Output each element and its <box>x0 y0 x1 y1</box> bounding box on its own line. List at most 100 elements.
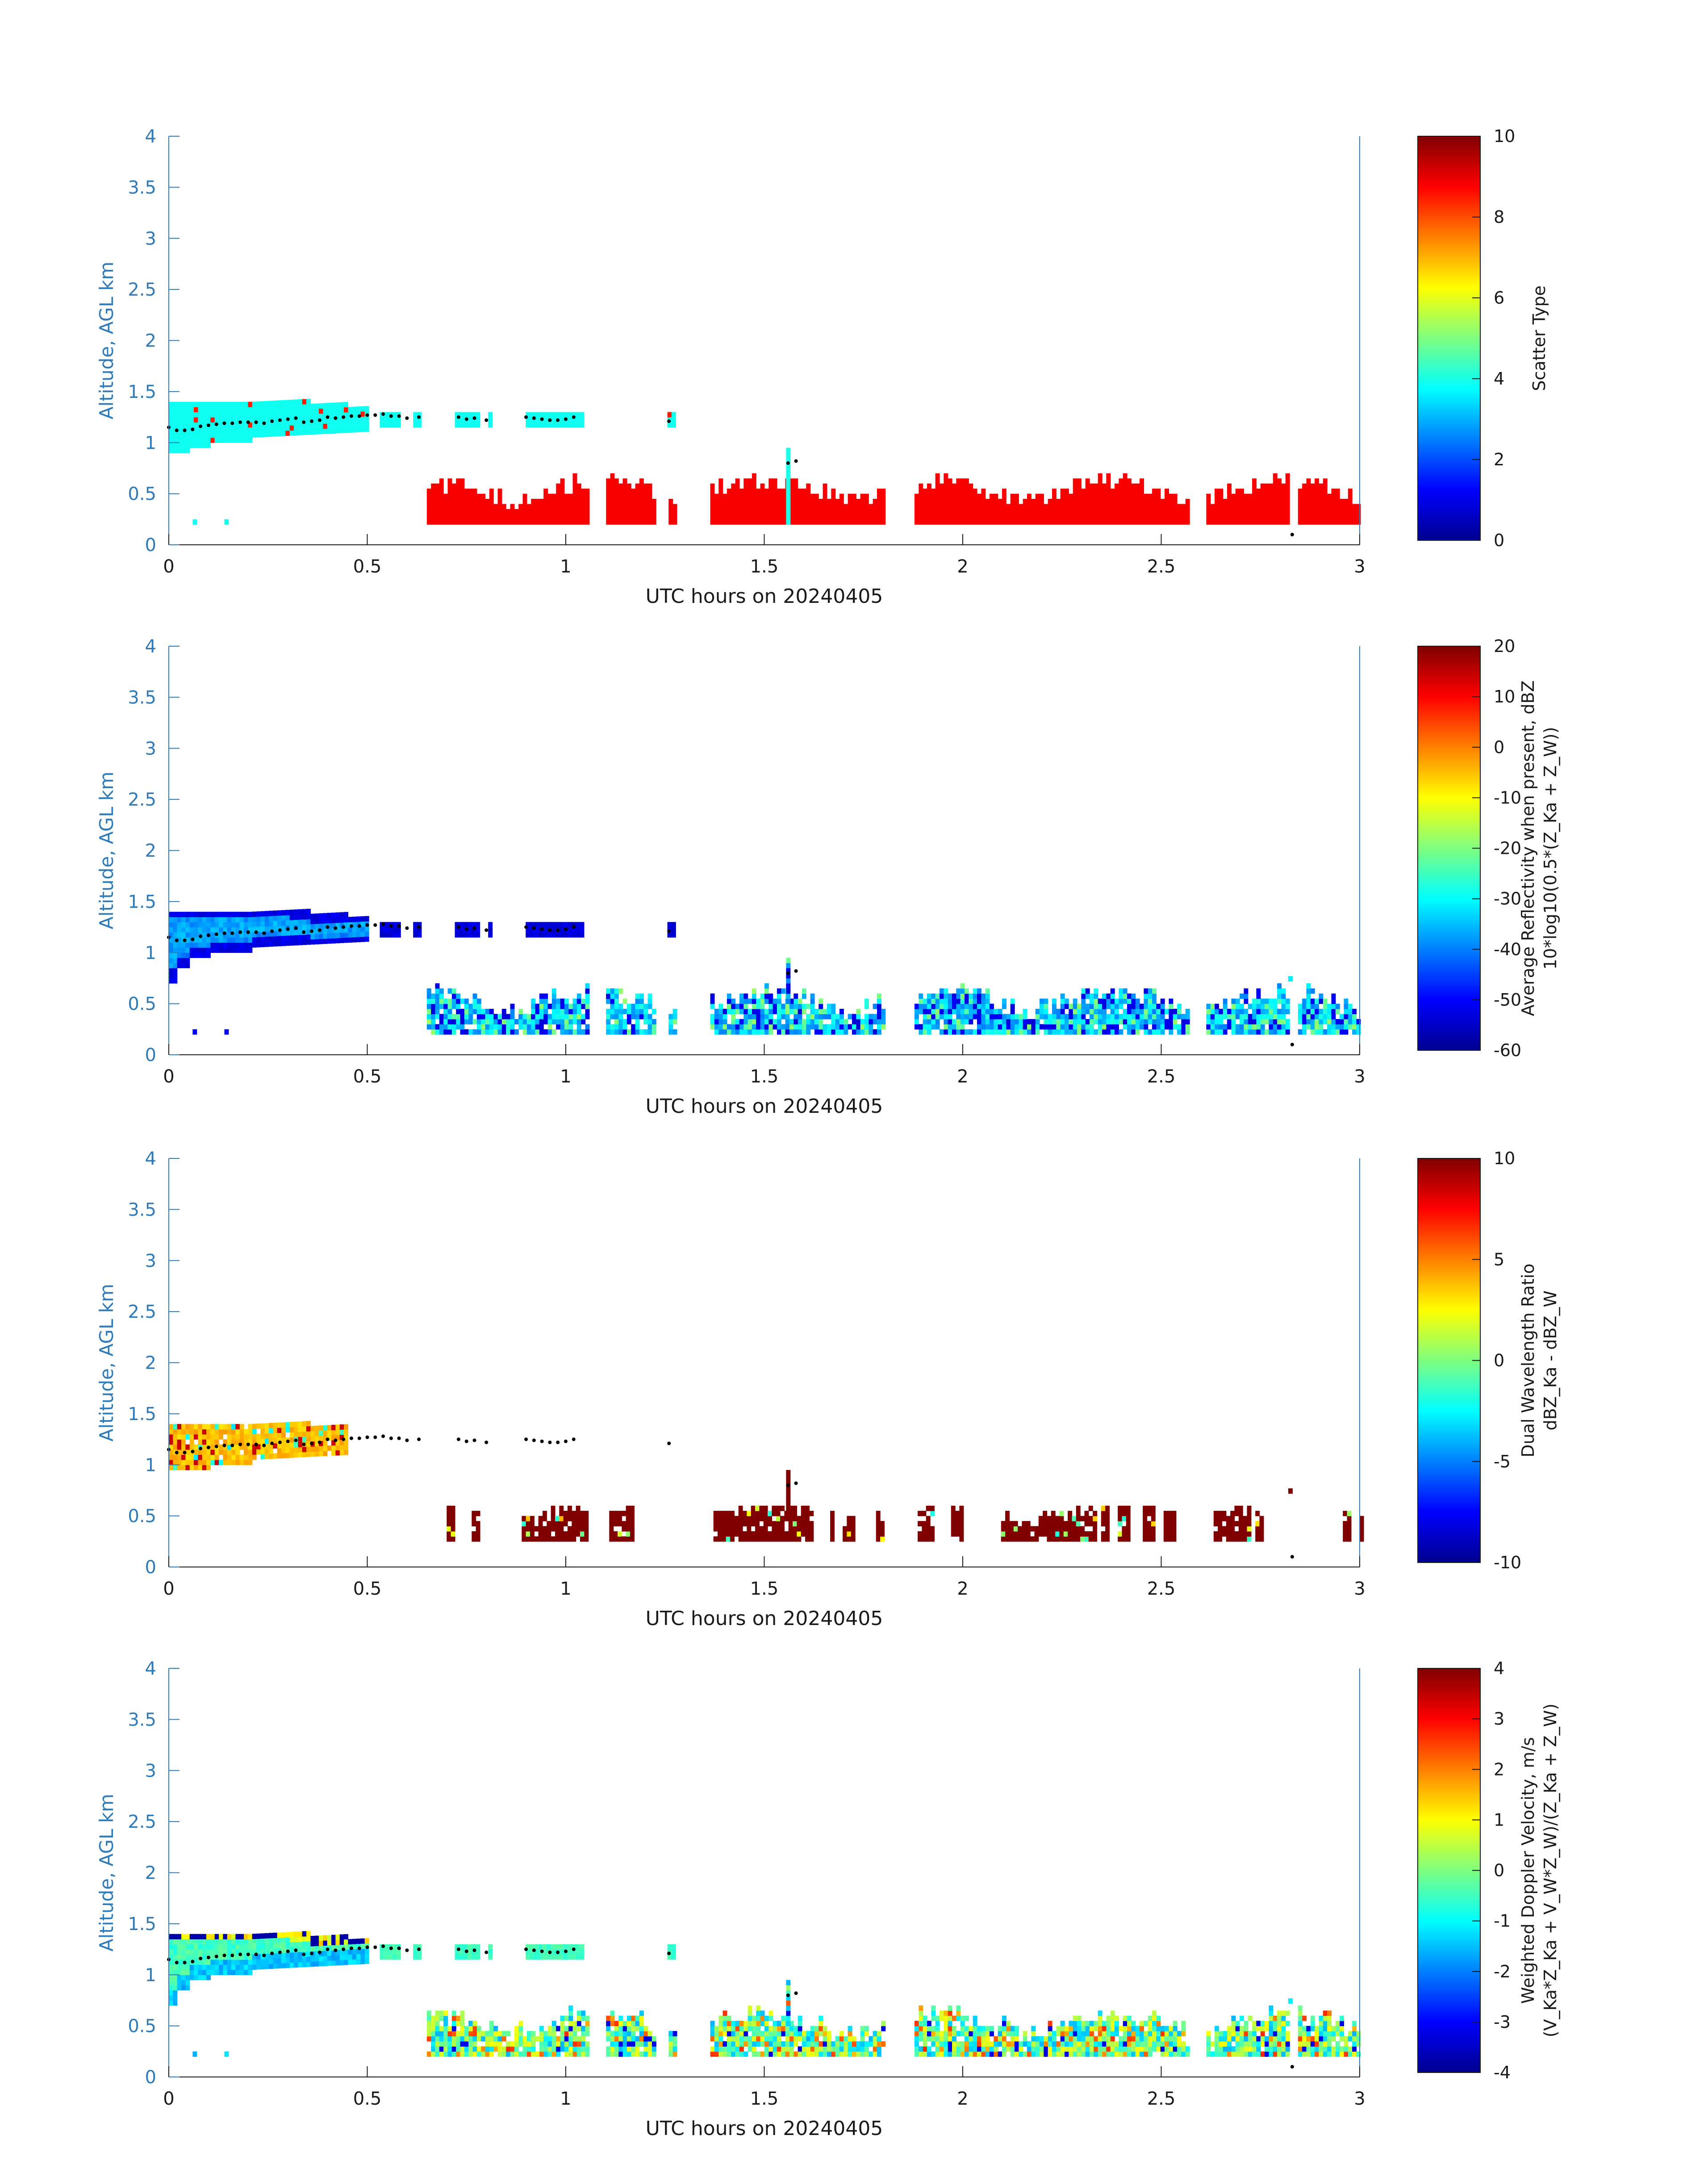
heat-cell <box>914 1024 919 1030</box>
heat-cell <box>748 478 752 484</box>
heat-cell <box>731 509 736 514</box>
heat-cell <box>981 1029 986 1035</box>
heat-cell <box>990 1029 994 1035</box>
heat-cell <box>710 514 715 520</box>
heat-cell <box>668 499 673 505</box>
heat-cell <box>1222 1531 1227 1537</box>
heat-cell <box>830 1531 835 1537</box>
heat-cell <box>1140 1003 1144 1009</box>
heat-cell <box>969 489 973 494</box>
heat-cell <box>1306 1003 1311 1009</box>
heat-cell <box>1244 988 1249 994</box>
heat-cell <box>752 993 756 999</box>
heat-cell <box>572 489 577 494</box>
heat-cell <box>568 514 573 520</box>
heat-cell <box>252 1429 257 1434</box>
heat-cell <box>1206 499 1211 505</box>
heat-cell <box>580 1536 585 1542</box>
heat-cell <box>584 1531 589 1537</box>
heat-cell <box>501 1014 506 1020</box>
heat-cell <box>531 1003 536 1009</box>
heat-cell <box>622 478 627 484</box>
heat-cell <box>244 947 248 953</box>
heat-cell <box>1238 1511 1243 1517</box>
heat-cell <box>931 1024 936 1030</box>
heat-cell <box>639 1003 644 1009</box>
cloud-base-point <box>334 416 338 420</box>
heat-cell <box>1131 493 1136 499</box>
heat-cell <box>1285 514 1290 520</box>
heat-cell <box>306 409 311 414</box>
heat-cell <box>177 422 182 428</box>
heat-cell <box>606 988 611 994</box>
heat-cell <box>210 1949 215 1955</box>
heat-cell <box>1018 1531 1023 1537</box>
heat-cell <box>752 504 756 510</box>
heat-cell <box>1215 499 1219 505</box>
heat-cell <box>626 1019 631 1024</box>
heat-cell <box>1131 489 1136 494</box>
heat-cell <box>1081 1024 1086 1030</box>
heat-cell <box>727 1009 731 1015</box>
heat-cell <box>1169 519 1173 525</box>
heat-cell <box>944 993 948 999</box>
y-tick-label: 0 <box>145 1045 156 1066</box>
heat-cell <box>298 935 303 940</box>
heat-cell <box>1277 483 1282 489</box>
heat-cell <box>981 489 986 494</box>
heat-cell <box>1115 999 1119 1004</box>
heat-cell <box>189 953 194 958</box>
heat-cell <box>768 514 773 520</box>
heat-cell <box>869 1014 873 1020</box>
heat-cell <box>1151 1521 1156 1527</box>
heat-cell <box>219 1939 223 1945</box>
heat-cell <box>1115 1024 1119 1030</box>
heat-cell <box>1051 1536 1056 1542</box>
heat-cell <box>960 1014 965 1020</box>
heat-cell <box>331 418 336 423</box>
heat-cell <box>1244 493 1249 499</box>
heat-cell <box>551 1014 556 1020</box>
heat-cell <box>206 443 211 448</box>
heat-cell <box>1105 1521 1110 1527</box>
heat-cell <box>844 514 848 520</box>
heat-cell <box>493 1019 498 1024</box>
heat-cell <box>1106 509 1111 514</box>
heat-cell <box>1047 1521 1052 1527</box>
heat-cell <box>206 947 211 953</box>
heat-cell <box>959 1521 964 1527</box>
heat-cell <box>1106 483 1111 489</box>
heat-cell <box>923 1014 927 1020</box>
heat-cell <box>202 1934 207 1939</box>
heat-cell <box>260 406 265 412</box>
heat-cell <box>392 922 397 928</box>
heat-cell <box>814 514 819 520</box>
heat-cell <box>610 509 615 514</box>
heat-cell <box>710 504 715 510</box>
heat-cell <box>198 401 203 407</box>
heat-cell <box>227 422 232 428</box>
heat-cell <box>472 993 477 999</box>
heat-cell <box>1173 519 1178 525</box>
heat-cell <box>734 1531 739 1537</box>
heat-cell <box>985 1029 990 1035</box>
heat-cell <box>752 1003 756 1009</box>
heat-cell <box>1002 504 1006 510</box>
heat-cell <box>472 499 477 505</box>
heat-cell <box>722 514 727 520</box>
heat-cell <box>1269 499 1274 505</box>
heat-cell <box>289 919 294 925</box>
heat-cell <box>965 519 969 525</box>
heat-cell <box>1127 1014 1132 1020</box>
heat-cell <box>777 509 781 514</box>
heat-cell <box>460 1009 465 1015</box>
heat-cell <box>189 437 194 443</box>
heat-cell <box>1169 1019 1173 1024</box>
heat-cell <box>248 401 253 407</box>
heat-cell <box>392 932 397 938</box>
heat-cell <box>252 1434 257 1440</box>
heat-cell <box>1094 999 1098 1004</box>
heat-cell <box>206 412 211 418</box>
heat-cell <box>530 412 535 418</box>
heat-cell <box>1281 1024 1286 1030</box>
